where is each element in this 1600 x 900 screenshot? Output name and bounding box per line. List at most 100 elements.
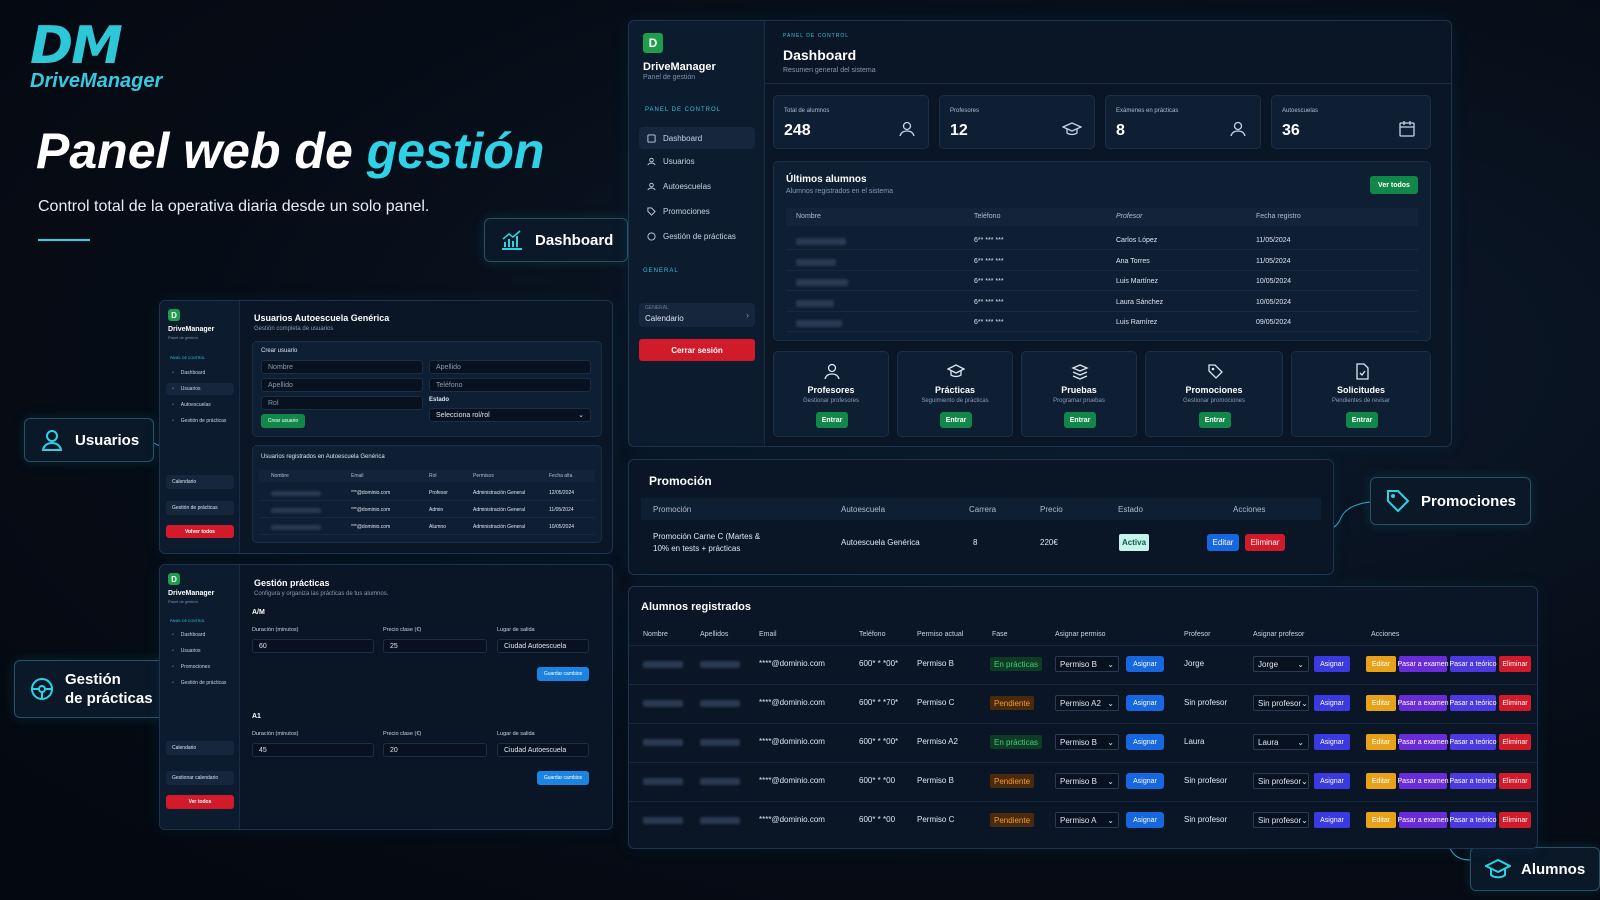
exam-button[interactable]: Pasar a examen <box>1398 695 1449 711</box>
status-badge: Activa <box>1119 534 1149 551</box>
price-input[interactable]: 20 <box>383 743 487 757</box>
assign-permit-button[interactable]: Asignar <box>1126 695 1164 711</box>
assign-teacher-select[interactable]: Sin profesor ⌄ <box>1253 812 1309 828</box>
assign-permit-select[interactable]: Permiso B ⌄ <box>1055 734 1119 750</box>
assign-teacher-button[interactable]: Asignar <box>1314 734 1350 750</box>
name-input[interactable]: Nombre <box>261 360 423 374</box>
price-input[interactable]: 25 <box>383 639 487 653</box>
assign-teacher-button[interactable]: Asignar <box>1314 695 1350 711</box>
sidebar-item-gestion[interactable]: ▫ Gestión de prácticas <box>166 677 234 689</box>
assign-teacher-select[interactable]: Sin profesor ⌄ <box>1253 695 1309 711</box>
create-user-button[interactable]: Crear usuario <box>261 414 305 428</box>
save-changes-button[interactable]: Guardar cambios <box>537 771 589 785</box>
stat-value: 8 <box>1116 122 1125 139</box>
sidebar-item-extra[interactable]: Gestionar calendario <box>166 771 234 785</box>
role-input[interactable]: Rol <box>261 396 423 410</box>
duration-input[interactable]: 60 <box>252 639 374 653</box>
assign-permit-button[interactable]: Asignar <box>1126 773 1164 789</box>
sidebar-item-gestion-practicas[interactable]: Gestión de prácticas <box>639 224 755 249</box>
logout-button[interactable]: Cerrar sesión <box>639 339 755 361</box>
assign-teacher-value: Laura <box>1258 737 1279 747</box>
edit-student-button[interactable]: Editar <box>1366 734 1396 750</box>
assign-permit-select[interactable]: Permiso A ⌄ <box>1055 812 1119 828</box>
assign-permit-select[interactable]: Permiso B ⌄ <box>1055 773 1119 789</box>
view-all-button[interactable]: Ver todos <box>1370 176 1418 194</box>
phone-input[interactable]: Teléfono <box>429 378 591 392</box>
theory-button[interactable]: Pasar a teórico <box>1449 695 1497 711</box>
edit-student-button[interactable]: Editar <box>1366 695 1396 711</box>
assign-permit-button[interactable]: Asignar <box>1126 656 1164 672</box>
sidebar-item-usuarios[interactable]: Usuarios <box>639 149 755 174</box>
sidebar-item-usuarios[interactable]: ▫ Usuarios <box>166 645 234 657</box>
delete-student-button[interactable]: Eliminar <box>1499 812 1531 828</box>
exam-button[interactable]: Pasar a examen <box>1398 734 1449 750</box>
logout-button[interactable]: Volver todos <box>166 525 234 538</box>
school-icon: ▫ <box>172 402 174 408</box>
student-permit: Permiso A2 <box>917 737 958 746</box>
sidebar-item-gestion[interactable]: ▫ Gestión de prácticas <box>166 415 234 427</box>
assign-teacher-button[interactable]: Asignar <box>1314 656 1350 672</box>
col-header: Teléfono <box>974 213 1001 220</box>
student-email: ****@dominio.com <box>759 776 825 785</box>
sidebar-item-dashboard[interactable]: ▫ Dashboard <box>166 629 234 641</box>
sidebar-section-general: GENERAL <box>643 268 679 274</box>
tile-enter-button[interactable]: Entrar <box>940 412 972 428</box>
edit-student-button[interactable]: Editar <box>1366 656 1396 672</box>
sidebar-item-calendario[interactable]: Calendario <box>166 741 234 755</box>
user-icon: ▫ <box>172 386 174 392</box>
surname2-input[interactable]: Apellido <box>261 378 423 392</box>
sidebar-item-promociones[interactable]: Promociones <box>639 199 755 224</box>
delete-student-button[interactable]: Eliminar <box>1499 695 1531 711</box>
theory-button[interactable]: Pasar a teórico <box>1449 773 1497 789</box>
delete-promotion-button[interactable]: Eliminar <box>1245 534 1285 551</box>
exam-button[interactable]: Pasar a examen <box>1398 773 1449 789</box>
sidebar-item-autoescuelas[interactable]: Autoescuelas <box>639 174 755 199</box>
delete-student-button[interactable]: Eliminar <box>1499 773 1531 789</box>
assign-permit-button[interactable]: Asignar <box>1126 734 1164 750</box>
save-changes-button[interactable]: Guardar cambios <box>537 667 589 681</box>
assign-teacher-select[interactable]: Sin profesor ⌄ <box>1253 773 1309 789</box>
sidebar-item-usuarios[interactable]: ▫ Usuarios <box>166 383 234 395</box>
student-name-redacted <box>796 238 846 245</box>
duration-input[interactable]: 45 <box>252 743 374 757</box>
sidebar-item-calendario[interactable]: Calendario <box>166 475 234 489</box>
tile-enter-button[interactable]: Entrar <box>1064 412 1096 428</box>
tile-subtitle: Seguimiento de prácticas <box>921 398 989 404</box>
student-teacher: Laura Sánchez <box>1116 298 1164 306</box>
sidebar-item-promociones[interactable]: ▫ Promociones <box>166 661 234 673</box>
assign-teacher-select[interactable]: Laura ⌄ <box>1253 734 1309 750</box>
sidebar-item-calendario[interactable]: GENERAL Calendario › <box>639 303 755 327</box>
assign-permit-button[interactable]: Asignar <box>1126 812 1164 828</box>
delete-student-button[interactable]: Eliminar <box>1499 734 1531 750</box>
assign-teacher-select[interactable]: Jorge ⌄ <box>1253 656 1309 672</box>
col-header: Rol <box>429 473 437 479</box>
logout-button[interactable]: Ver todos <box>166 795 234 809</box>
edit-student-button[interactable]: Editar <box>1366 773 1396 789</box>
exam-button[interactable]: Pasar a examen <box>1398 812 1449 828</box>
sidebar-item-dashboard[interactable]: ▫ Dashboard <box>166 367 234 379</box>
tile-enter-button[interactable]: Entrar <box>816 412 848 428</box>
edit-promotion-button[interactable]: Editar <box>1207 534 1239 551</box>
sidebar-item-extra[interactable]: Gestión de prácticas <box>166 501 234 515</box>
graduation-cap-icon <box>1062 122 1082 136</box>
role-select[interactable]: Selecciona rol/rol ⌄ <box>429 408 591 422</box>
surname-input[interactable]: Apellido <box>429 360 591 374</box>
theory-button[interactable]: Pasar a teórico <box>1449 734 1497 750</box>
place-input[interactable]: Ciudad Autoescuela <box>497 743 589 757</box>
sidebar-item-autoescuelas[interactable]: ▫ Autoescuelas <box>166 399 234 411</box>
place-input[interactable]: Ciudad Autoescuela <box>497 639 589 653</box>
student-name-redacted <box>796 258 836 266</box>
edit-student-button[interactable]: Editar <box>1366 812 1396 828</box>
assign-permit-select[interactable]: Permiso A2 ⌄ <box>1055 695 1119 711</box>
tile-enter-button[interactable]: Entrar <box>1199 412 1231 428</box>
assign-permit-select[interactable]: Permiso B ⌄ <box>1055 656 1119 672</box>
theory-button[interactable]: Pasar a teórico <box>1449 812 1497 828</box>
delete-student-button[interactable]: Eliminar <box>1499 656 1531 672</box>
assign-teacher-button[interactable]: Asignar <box>1314 812 1350 828</box>
exam-button[interactable]: Pasar a examen <box>1398 656 1449 672</box>
stat-card-examenes: Exámenes en prácticas 8 <box>1105 95 1261 149</box>
theory-button[interactable]: Pasar a teórico <box>1449 656 1497 672</box>
tile-enter-button[interactable]: Entrar <box>1346 412 1378 428</box>
sidebar-item-dashboard[interactable]: Dashboard <box>639 127 755 149</box>
assign-teacher-button[interactable]: Asignar <box>1314 773 1350 789</box>
